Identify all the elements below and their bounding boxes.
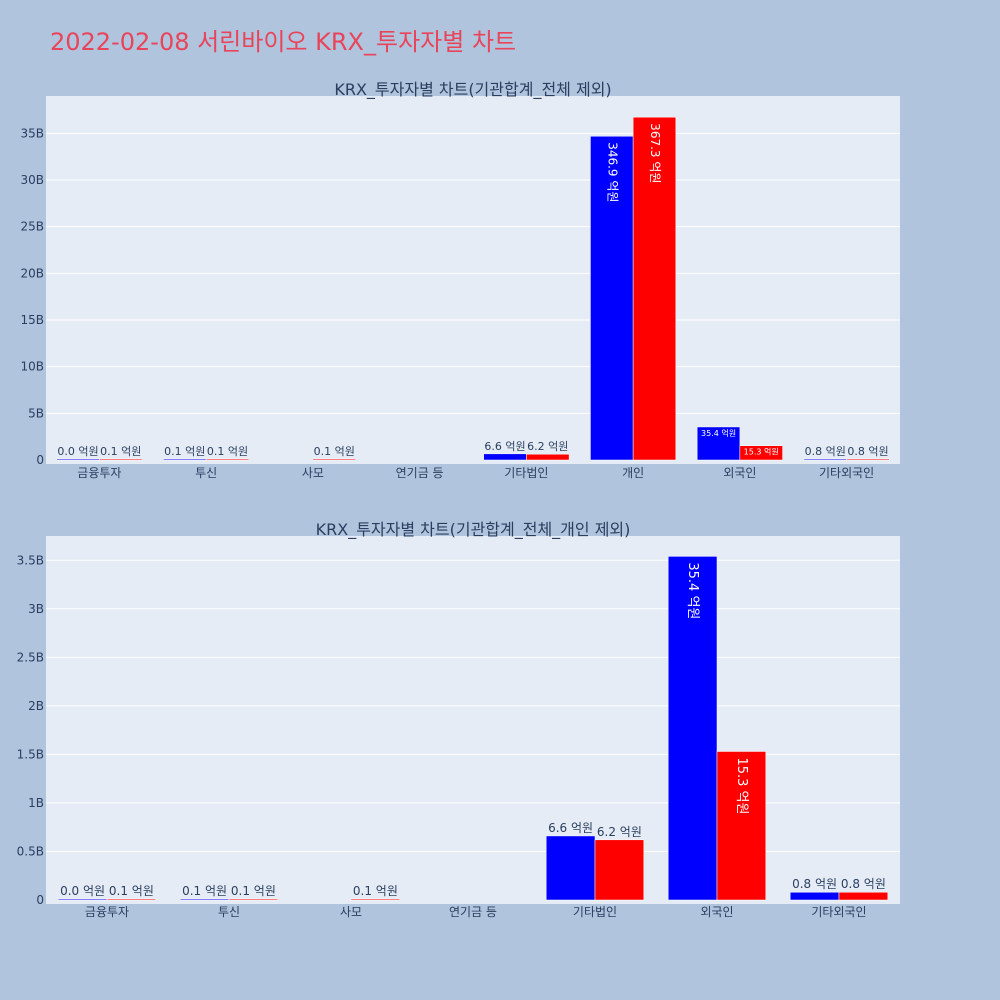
x-tick-label: 기타법인 <box>504 466 548 480</box>
bar <box>57 898 108 901</box>
y-tick-label: 35B <box>20 126 44 140</box>
x-tick-label: 금융투자 <box>85 905 129 919</box>
y-tick-label: 0.5B <box>17 844 44 858</box>
bar <box>163 458 207 461</box>
data-label: 6.6 억원 <box>548 821 593 835</box>
y-tick-label: 3B <box>28 602 44 616</box>
bar <box>99 458 143 461</box>
chart-title: KRX_투자자별 차트(기관합계_전체_개인 제외) <box>316 520 631 540</box>
y-tick-label: 20B <box>20 266 44 280</box>
x-tick-label: 연기금 등 <box>449 905 497 919</box>
data-label: 0.8 억원 <box>805 445 846 458</box>
bar <box>56 458 100 461</box>
data-label: 0.1 억원 <box>109 884 154 898</box>
y-tick-label: 0 <box>36 893 44 907</box>
y-tick-label: 5B <box>28 406 44 420</box>
data-label: 0.1 억원 <box>182 884 227 898</box>
page-title: 2022-02-08 서린바이오 KRX_투자자별 차트 <box>50 28 517 56</box>
data-label: 15.3 억원 <box>744 447 779 457</box>
plot-area <box>46 536 900 904</box>
y-tick-label: 1B <box>28 796 44 810</box>
bar <box>590 135 634 461</box>
x-tick-label: 기타외국인 <box>811 905 866 919</box>
chart-title: KRX_투자자별 차트(기관합계_전체 제외) <box>334 80 611 100</box>
bar <box>838 891 889 901</box>
x-tick-label: 외국인 <box>700 905 733 919</box>
data-label: 0.1 억원 <box>353 884 398 898</box>
bar <box>179 898 230 901</box>
chart-2: 0 0.5B 1B 1.5B 2B 2.5B 3B 3.5B KRX_투자자별 차트(기관합계_… <box>17 520 900 919</box>
data-label: 15.3 억원 <box>734 757 749 814</box>
bar <box>228 898 279 901</box>
bar <box>594 839 645 901</box>
bar <box>106 898 157 901</box>
x-tick-label: 연기금 등 <box>396 466 444 480</box>
x-tick-label: 투신 <box>195 466 217 480</box>
bar <box>716 751 767 901</box>
bar <box>803 458 847 461</box>
x-tick-label: 사모 <box>302 466 324 480</box>
data-label: 35.4 억원 <box>685 562 700 619</box>
bar <box>846 458 890 461</box>
y-tick-label: 2.5B <box>17 650 44 664</box>
y-tick-label: 10B <box>20 360 44 374</box>
y-tick-label: 25B <box>20 220 44 234</box>
y-tick-label: 30B <box>20 173 44 187</box>
data-label: 0.0 억원 <box>60 884 105 898</box>
data-label: 346.9 억원 <box>605 142 619 202</box>
y-tick-label: 1.5B <box>17 747 44 761</box>
y-tick-label: 15B <box>20 313 44 327</box>
data-label: 0.1 억원 <box>231 884 276 898</box>
bar <box>312 458 356 461</box>
bar <box>526 453 570 461</box>
data-label: 35.4 억원 <box>701 428 736 438</box>
data-label: 0.1 억원 <box>100 445 141 458</box>
y-tick-label: 2B <box>28 699 44 713</box>
plot-area <box>46 96 900 464</box>
data-label: 6.2 억원 <box>597 825 642 839</box>
bar <box>545 835 596 901</box>
data-label: 0.8 억원 <box>792 877 837 891</box>
bar <box>632 116 677 461</box>
data-label: 0.0 억원 <box>57 445 98 458</box>
bar <box>483 453 527 461</box>
bar <box>739 445 783 461</box>
data-label: 367.3 억원 <box>648 123 662 183</box>
bar <box>789 891 840 901</box>
bar <box>696 426 741 461</box>
data-label: 6.6 억원 <box>484 440 525 453</box>
data-label: 0.1 억원 <box>164 445 205 458</box>
bar <box>350 898 401 901</box>
data-label: 0.8 억원 <box>847 445 888 458</box>
x-tick-label: 투신 <box>218 905 240 919</box>
x-tick-label: 금융투자 <box>77 466 121 480</box>
x-tick-label: 외국인 <box>723 466 756 480</box>
bar <box>667 556 718 901</box>
data-label: 0.8 억원 <box>841 877 886 891</box>
x-tick-label: 개인 <box>622 466 644 480</box>
chart-1: 0 5B 10B 15B 20B 25B 30B 35B KRX_투자자별 차트(기관합계_전체… <box>20 80 900 480</box>
x-tick-label: 기타법인 <box>573 905 617 919</box>
data-label: 0.1 억원 <box>314 445 355 458</box>
data-label: 6.2 억원 <box>527 440 568 453</box>
data-label: 0.1 억원 <box>207 445 248 458</box>
y-tick-label: 3.5B <box>17 553 44 567</box>
y-tick-label: 0 <box>36 453 44 467</box>
x-tick-label: 사모 <box>340 905 362 919</box>
x-tick-label: 기타외국인 <box>819 466 874 480</box>
bar <box>205 458 250 461</box>
